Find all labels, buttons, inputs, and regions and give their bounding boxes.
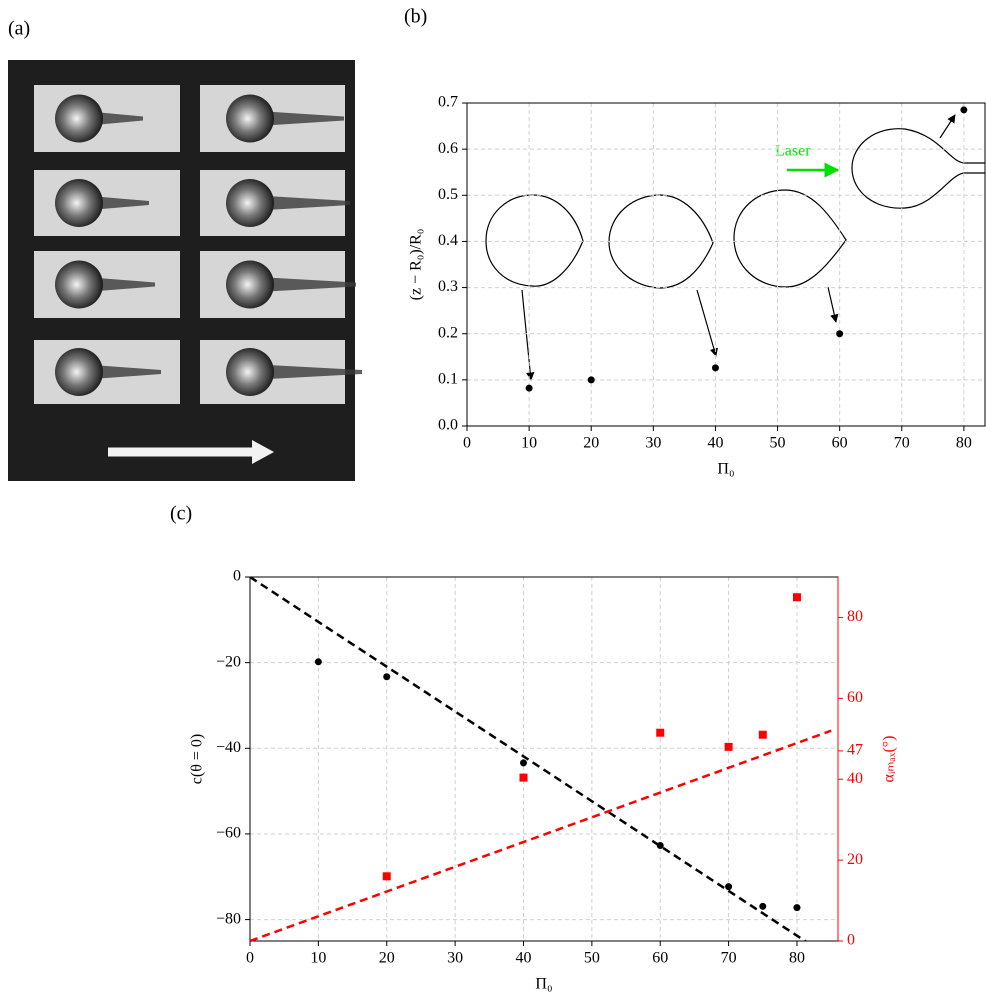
photo-drop bbox=[226, 260, 274, 309]
photo-drop bbox=[55, 94, 103, 143]
data-point bbox=[519, 773, 528, 782]
data-point bbox=[792, 593, 801, 602]
drop-shapes bbox=[485, 114, 985, 381]
data-point bbox=[382, 872, 391, 881]
photo bbox=[8, 60, 362, 481]
x-tick-label: 80 bbox=[956, 435, 972, 452]
panel-label: (a) bbox=[8, 18, 30, 40]
plot-frame bbox=[466, 102, 986, 427]
photo-drop bbox=[226, 94, 274, 143]
x-tick-label: 40 bbox=[707, 435, 723, 452]
photo-drop bbox=[55, 179, 103, 227]
y2-tick-label: 20 bbox=[847, 851, 863, 868]
data-point bbox=[836, 330, 844, 338]
y2-tick-label: 40 bbox=[847, 770, 863, 787]
panel-label: (b) bbox=[404, 6, 427, 28]
photo-tail bbox=[250, 195, 350, 211]
panel-label: (c) bbox=[170, 503, 192, 525]
photo-drop bbox=[55, 260, 103, 309]
y2-tick-label: 47 bbox=[847, 742, 863, 759]
data-point bbox=[758, 730, 767, 739]
y-tick-label: −20 bbox=[216, 653, 241, 670]
y-axis-label: c(θ = 0) bbox=[189, 734, 206, 784]
x-axis-label: Π₀ bbox=[717, 461, 734, 478]
y-tick-label: 0.1 bbox=[438, 371, 458, 388]
data-point bbox=[383, 673, 391, 681]
y-tick-label: 0.5 bbox=[438, 186, 458, 203]
y2-tick-label: 60 bbox=[847, 689, 863, 706]
data-point bbox=[711, 364, 719, 372]
x-tick-label: 30 bbox=[447, 950, 463, 967]
photo-drop bbox=[55, 348, 103, 396]
x-tick-label: 50 bbox=[584, 950, 600, 967]
data-point bbox=[519, 759, 527, 767]
y2-axis-label: αᵢₘₐₓ(°) bbox=[881, 735, 898, 782]
plot-frame bbox=[249, 576, 839, 942]
x-tick-label: 80 bbox=[789, 950, 805, 967]
x-tick-label: 60 bbox=[832, 435, 848, 452]
data-point bbox=[587, 376, 595, 384]
y-tick-label: 0.2 bbox=[438, 324, 458, 341]
x-tick-label: 30 bbox=[645, 435, 661, 452]
x-tick-label: 10 bbox=[310, 950, 326, 967]
y-tick-label: 0.7 bbox=[438, 94, 458, 111]
data-point bbox=[656, 728, 665, 737]
x-tick-label: 40 bbox=[515, 950, 531, 967]
x-tick-label: 70 bbox=[721, 950, 737, 967]
x-tick-label: 0 bbox=[463, 435, 471, 452]
y-tick-label: −80 bbox=[216, 910, 241, 927]
x-tick-label: 10 bbox=[521, 435, 537, 452]
data-point bbox=[759, 902, 767, 910]
data-point bbox=[724, 742, 733, 751]
y-tick-label: −40 bbox=[216, 739, 241, 756]
fit-line bbox=[250, 729, 832, 941]
x-tick-label: 0 bbox=[246, 950, 254, 967]
y-tick-label: 0.3 bbox=[438, 278, 458, 295]
x-tick-label: 60 bbox=[652, 950, 668, 967]
data-point bbox=[960, 106, 968, 114]
y2-tick-label: 80 bbox=[847, 608, 863, 625]
fit-line bbox=[250, 577, 808, 941]
y-tick-label: 0.6 bbox=[438, 140, 458, 157]
y-tick-label: 0 bbox=[233, 568, 241, 585]
photo-drop bbox=[226, 348, 274, 396]
photo-drop bbox=[226, 179, 274, 227]
y-tick-label: 0.0 bbox=[438, 417, 458, 434]
y-tick-label: 0.4 bbox=[438, 232, 458, 249]
photo-tail bbox=[250, 276, 356, 293]
photo-tail bbox=[250, 364, 362, 380]
x-tick-label: 20 bbox=[583, 435, 599, 452]
x-tick-label: 20 bbox=[379, 950, 395, 967]
annotation: Laser bbox=[775, 143, 811, 160]
data-point bbox=[793, 904, 801, 912]
x-tick-label: 70 bbox=[894, 435, 910, 452]
y-axis-label: (z − R₀)/R₀ bbox=[408, 229, 425, 301]
data-point bbox=[525, 384, 533, 392]
y2-tick-label: 0 bbox=[847, 932, 855, 949]
y-tick-label: −60 bbox=[216, 825, 241, 842]
data-point bbox=[725, 883, 733, 891]
data-point bbox=[314, 658, 322, 666]
x-tick-label: 50 bbox=[770, 435, 786, 452]
x-axis-label: Π₀ bbox=[535, 976, 552, 993]
